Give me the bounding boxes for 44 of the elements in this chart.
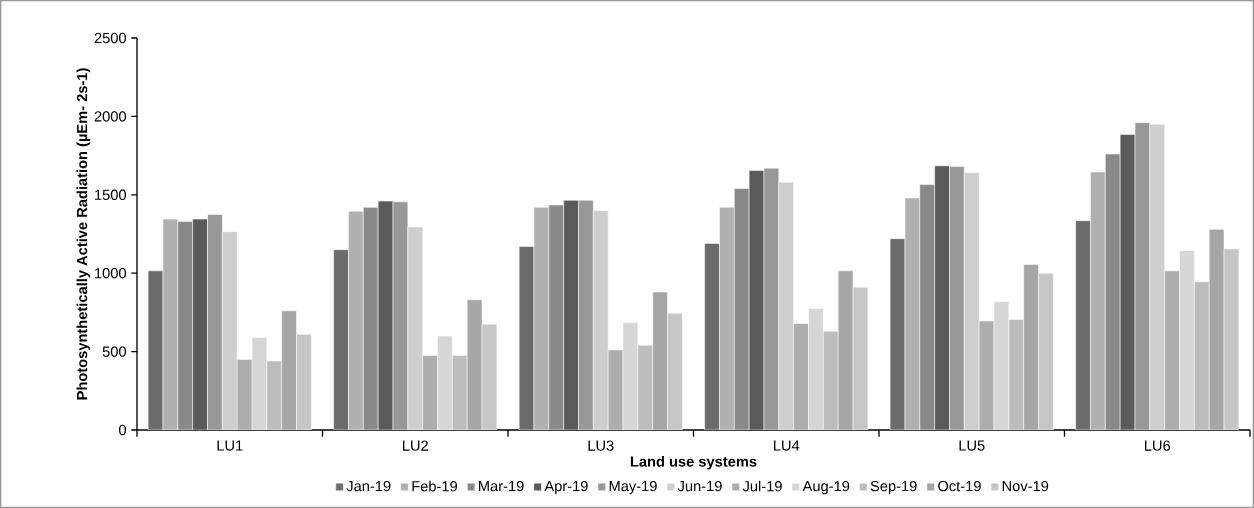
x-tick-label: LU5	[959, 440, 985, 451]
bar	[593, 210, 609, 430]
legend-label: Oct-19	[938, 480, 981, 492]
bar	[578, 200, 594, 430]
bar	[964, 172, 980, 430]
bar	[177, 221, 193, 430]
bar	[363, 207, 379, 430]
legend-label: Sep-19	[870, 480, 917, 495]
x-tick-label: LU3	[588, 440, 614, 451]
y-tick-label: 2000	[94, 111, 127, 122]
bar	[1179, 250, 1195, 430]
legend-label: Jan-19	[346, 480, 391, 492]
legend-label: Nov-19	[1002, 480, 1049, 492]
y-tick-label: 0	[119, 424, 127, 436]
bar	[808, 308, 824, 430]
bar	[407, 226, 423, 430]
legend-label: Mar-19	[479, 480, 524, 492]
legend-label: May-19	[609, 480, 657, 495]
bar	[778, 181, 794, 430]
x-tick-label: LU2	[403, 440, 428, 451]
legend-label: Jul-19	[742, 480, 782, 492]
bar	[1149, 123, 1165, 430]
bar	[437, 335, 453, 430]
x-tick-label: LU6	[1145, 440, 1171, 451]
legend-label: Apr-19	[544, 480, 588, 495]
bar	[548, 204, 564, 430]
y-tick-label: 2500	[94, 32, 127, 44]
bar	[719, 207, 735, 430]
bar	[949, 166, 965, 430]
legend-label: Feb-19	[412, 480, 458, 492]
y-axis-title: Photosynthetically Active Radiation (µEm- 2s-1)	[76, 68, 91, 400]
y-tick-label: 1500	[95, 189, 127, 200]
y-tick-label: 1000	[95, 268, 127, 279]
bar	[348, 211, 364, 430]
bar	[919, 184, 935, 430]
x-axis-title: Land use systems	[630, 455, 757, 470]
legend-label: Aug-19	[802, 480, 850, 495]
bar	[1090, 171, 1106, 430]
legend-label: Jun-19	[677, 480, 722, 492]
x-tick-label: LU1	[217, 440, 243, 451]
bar	[222, 231, 238, 430]
bar	[207, 214, 223, 430]
y-tick-label: 500	[102, 346, 127, 357]
x-tick-label: LU4	[774, 440, 800, 451]
